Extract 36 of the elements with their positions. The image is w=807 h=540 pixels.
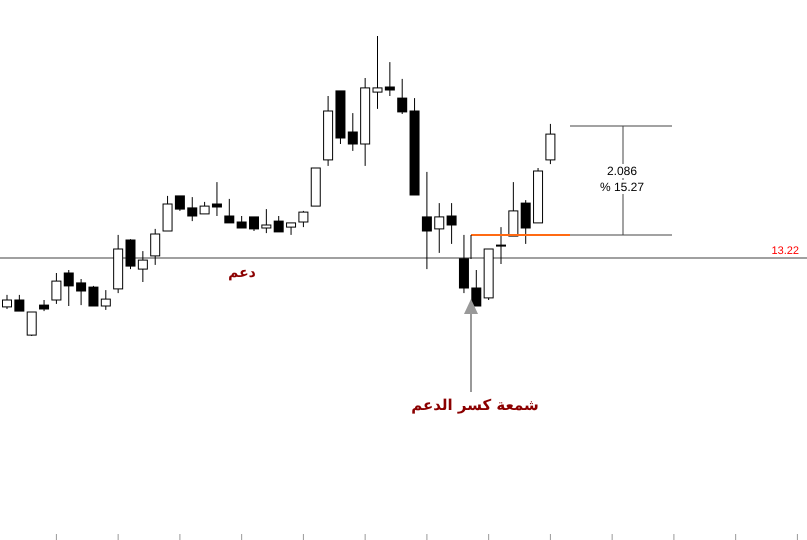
candlestick — [224, 198, 234, 224]
candlestick — [76, 278, 86, 306]
candlestick — [64, 270, 74, 306]
candlestick — [298, 210, 308, 228]
candlestick — [174, 195, 185, 212]
candlestick — [348, 112, 358, 152]
candlestick — [496, 226, 506, 264]
candlestick — [212, 182, 222, 216]
text: 2.086 — [606, 164, 638, 178]
candlestick — [88, 285, 98, 306]
candlestick — [384, 62, 395, 96]
candlestick — [236, 216, 247, 228]
candlestick — [2, 294, 12, 310]
candlestick — [138, 250, 148, 282]
candlestick — [397, 78, 408, 114]
candlestick — [422, 171, 432, 270]
candlestick — [26, 312, 37, 336]
annotation: دعم — [228, 265, 256, 281]
candlestick — [200, 201, 210, 214]
candlestick — [100, 290, 111, 310]
candlestick — [39, 300, 50, 312]
candlestick — [446, 202, 457, 244]
candlestick — [249, 216, 259, 232]
candlestick — [261, 208, 272, 234]
candlestick — [187, 196, 198, 222]
candlestick — [51, 272, 62, 304]
text: شمعة كسر الدعم — [411, 396, 539, 414]
candlestick — [274, 216, 284, 232]
candlestick — [434, 202, 444, 254]
candlestick — [14, 294, 24, 312]
candlestick — [471, 270, 482, 306]
candlestick — [150, 228, 160, 266]
candlestick — [286, 222, 296, 236]
candlestick — [372, 36, 382, 110]
annotation: 13.22 — [771, 245, 799, 257]
text: % 15.27 — [600, 180, 644, 194]
